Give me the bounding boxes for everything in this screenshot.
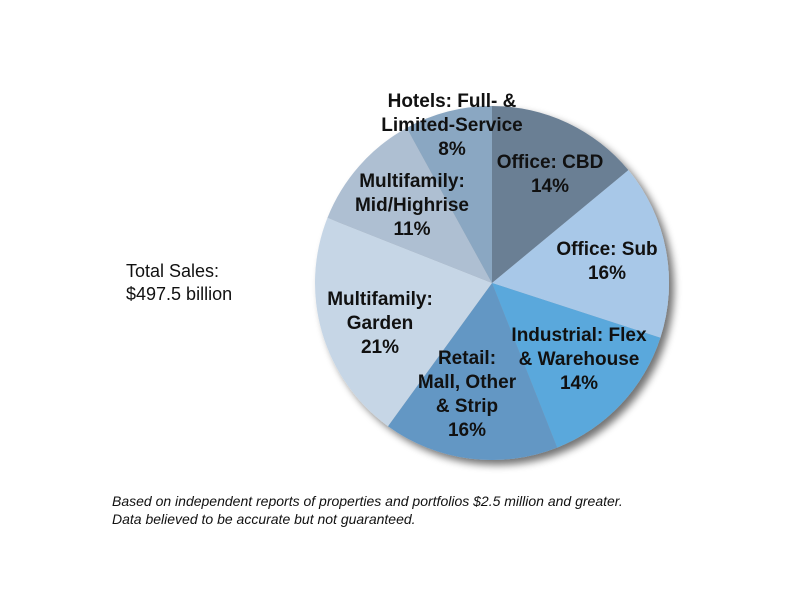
slice-name-label: & Warehouse — [519, 349, 640, 370]
pie-slice — [492, 283, 661, 448]
slice-name-label: & Strip — [436, 396, 498, 417]
slice-value-label: 8% — [438, 139, 466, 160]
pie-slices — [314, 106, 670, 461]
slice-name-label: Industrial: Flex — [511, 325, 647, 346]
pie-slice — [406, 106, 492, 283]
pie-slice — [387, 283, 558, 461]
slice-name-label: Office: Sub — [556, 239, 657, 260]
slice-name-label: Mid/Highrise — [355, 195, 469, 216]
total-sales-title: Total Sales: — [126, 261, 220, 281]
slice-name-label: Office: CBD — [497, 152, 604, 173]
slice-name-label: Retail: — [438, 348, 496, 369]
slice-value-label: 11% — [394, 219, 431, 240]
total-sales-label: Total Sales: $497.5 billion — [126, 260, 232, 306]
slice-value-label: 14% — [560, 373, 598, 394]
pie-slice — [314, 217, 492, 427]
slice-name-label: Garden — [347, 313, 414, 334]
slice-value-label: 21% — [361, 337, 399, 358]
footnote: Based on independent reports of properti… — [112, 492, 623, 528]
footnote-line-1: Based on independent reports of properti… — [112, 493, 623, 509]
pie-slice — [327, 127, 492, 283]
slice-label: Multifamily: Mid/Highrise 11% — [355, 171, 469, 240]
pie-labels: Office: CBD 14% Office: Sub 16% Industrial: … — [327, 91, 657, 441]
slice-label: Retail: Mall, Other & Strip 16% — [418, 348, 517, 441]
slice-name-label: Multifamily: — [327, 289, 433, 310]
slice-name-label: Multifamily: — [359, 171, 465, 192]
slice-value-label: 16% — [448, 420, 486, 441]
slice-label: Multifamily: Garden 21% — [327, 289, 433, 358]
slice-label: Hotels: Full- & Limited-Service 8% — [381, 91, 523, 160]
slice-value-label: 14% — [531, 176, 569, 197]
slice-name-label: Mall, Other — [418, 372, 517, 393]
slice-label: Office: Sub 16% — [556, 239, 657, 284]
slice-name-label: Hotels: Full- & — [388, 91, 517, 112]
slice-value-label: 16% — [588, 263, 626, 284]
slice-label: Office: CBD 14% — [497, 152, 604, 197]
total-sales-value: $497.5 billion — [126, 284, 233, 304]
pie-slice — [492, 106, 629, 283]
footnote-line-2: Data believed to be accurate but not gua… — [112, 511, 416, 527]
slice-label: Industrial: Flex & Warehouse 14% — [511, 325, 647, 394]
pie-slice — [492, 170, 670, 338]
slice-name-label: Limited-Service — [381, 115, 523, 136]
